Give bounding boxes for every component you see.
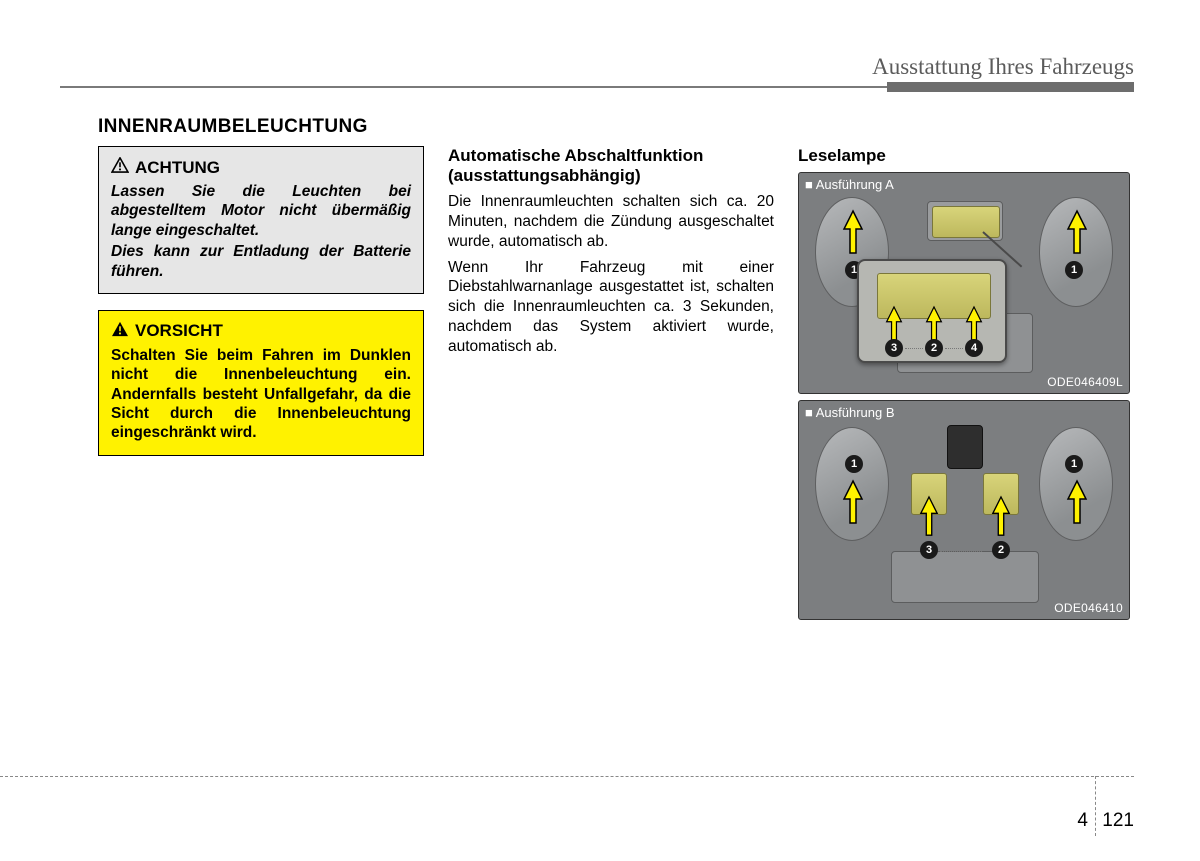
- marker-3-a: 3: [885, 339, 903, 357]
- dotted-line: [905, 348, 923, 349]
- header-accent: [887, 82, 1134, 92]
- achtung-para-1: Lassen Sie die Leuchten bei abgestelltem…: [111, 182, 411, 240]
- col2-heading: Automatische Abschaltfunktion (ausstattu…: [448, 146, 774, 186]
- page-section-number: 4: [1077, 810, 1088, 832]
- column-1: ACHTUNG Lassen Sie die Leuchten bei abge…: [98, 146, 424, 472]
- warning-triangle-icon: [111, 157, 129, 178]
- page-number: 121: [1102, 810, 1134, 832]
- column-3: Leselampe ■ Ausführung A 1 1 3: [798, 146, 1130, 626]
- figure-b: ■ Ausführung B 1 1 3 2 ODE046410: [798, 400, 1130, 620]
- achtung-title-row: ACHTUNG: [111, 157, 411, 178]
- header-title: Ausstattung Ihres Fahrzeugs: [872, 54, 1134, 80]
- figure-a: ■ Ausführung A 1 1 3 2: [798, 172, 1130, 394]
- vorsicht-text: Schalten Sie beim Fahren im Dunklen nich…: [111, 346, 411, 443]
- marker-3-b: 3: [920, 541, 938, 559]
- marker-2-b: 2: [992, 541, 1010, 559]
- lamp-right-a: [1039, 197, 1113, 307]
- achtung-title: ACHTUNG: [135, 158, 220, 178]
- column-2: Automatische Abschaltfunktion (ausstattu…: [448, 146, 774, 363]
- inset-panel: 3 2 4: [857, 259, 1007, 363]
- vorsicht-box: VORSICHT Schalten Sie beim Fahren im Dun…: [98, 310, 424, 456]
- vorsicht-title-row: VORSICHT: [111, 321, 411, 342]
- col3-heading: Leselampe: [798, 146, 1130, 166]
- marker-2-a: 2: [925, 339, 943, 357]
- marker-4-a: 4: [965, 339, 983, 357]
- figure-b-code: ODE046410: [1054, 601, 1123, 615]
- marker-1-left-b: 1: [845, 455, 863, 473]
- figure-b-label: ■ Ausführung B: [805, 405, 895, 420]
- page-header: Ausstattung Ihres Fahrzeugs: [60, 54, 1134, 90]
- marker-1-right-b: 1: [1065, 455, 1083, 473]
- page: Ausstattung Ihres Fahrzeugs INNENRAUMBEL…: [0, 0, 1200, 861]
- col2-para-1: Die Innenraumleuchten schalten sich ca. …: [448, 192, 774, 251]
- figure-a-code: ODE046409L: [1047, 375, 1123, 389]
- dotted-line: [940, 551, 982, 552]
- main-heading: INNENRAUMBELEUCHTUNG: [98, 116, 368, 138]
- vorsicht-title: VORSICHT: [135, 321, 223, 341]
- center-dark-b: [947, 425, 983, 469]
- lamp-left-b: [815, 427, 889, 541]
- inset-button-strip: [877, 273, 991, 319]
- achtung-box: ACHTUNG Lassen Sie die Leuchten bei abge…: [98, 146, 424, 294]
- panel-button-a: [932, 206, 1000, 238]
- achtung-para-2: Dies kann zur Entladung der Batterie füh…: [111, 242, 411, 281]
- warning-triangle-filled-icon: [111, 321, 129, 342]
- footer-dashed-line: [0, 776, 1134, 777]
- marker-1-right-a: 1: [1065, 261, 1083, 279]
- dotted-line: [945, 348, 963, 349]
- figure-a-label: ■ Ausführung A: [805, 177, 894, 192]
- button-right-b: [983, 473, 1019, 515]
- footer-vertical-dashed: [1095, 776, 1096, 836]
- lamp-right-b: [1039, 427, 1113, 541]
- tray-b: [891, 551, 1039, 603]
- col2-para-2: Wenn Ihr Fahrzeug mit einer Diebstahlwar…: [448, 258, 774, 357]
- center-panel-a: [927, 201, 1003, 241]
- button-left-b: [911, 473, 947, 515]
